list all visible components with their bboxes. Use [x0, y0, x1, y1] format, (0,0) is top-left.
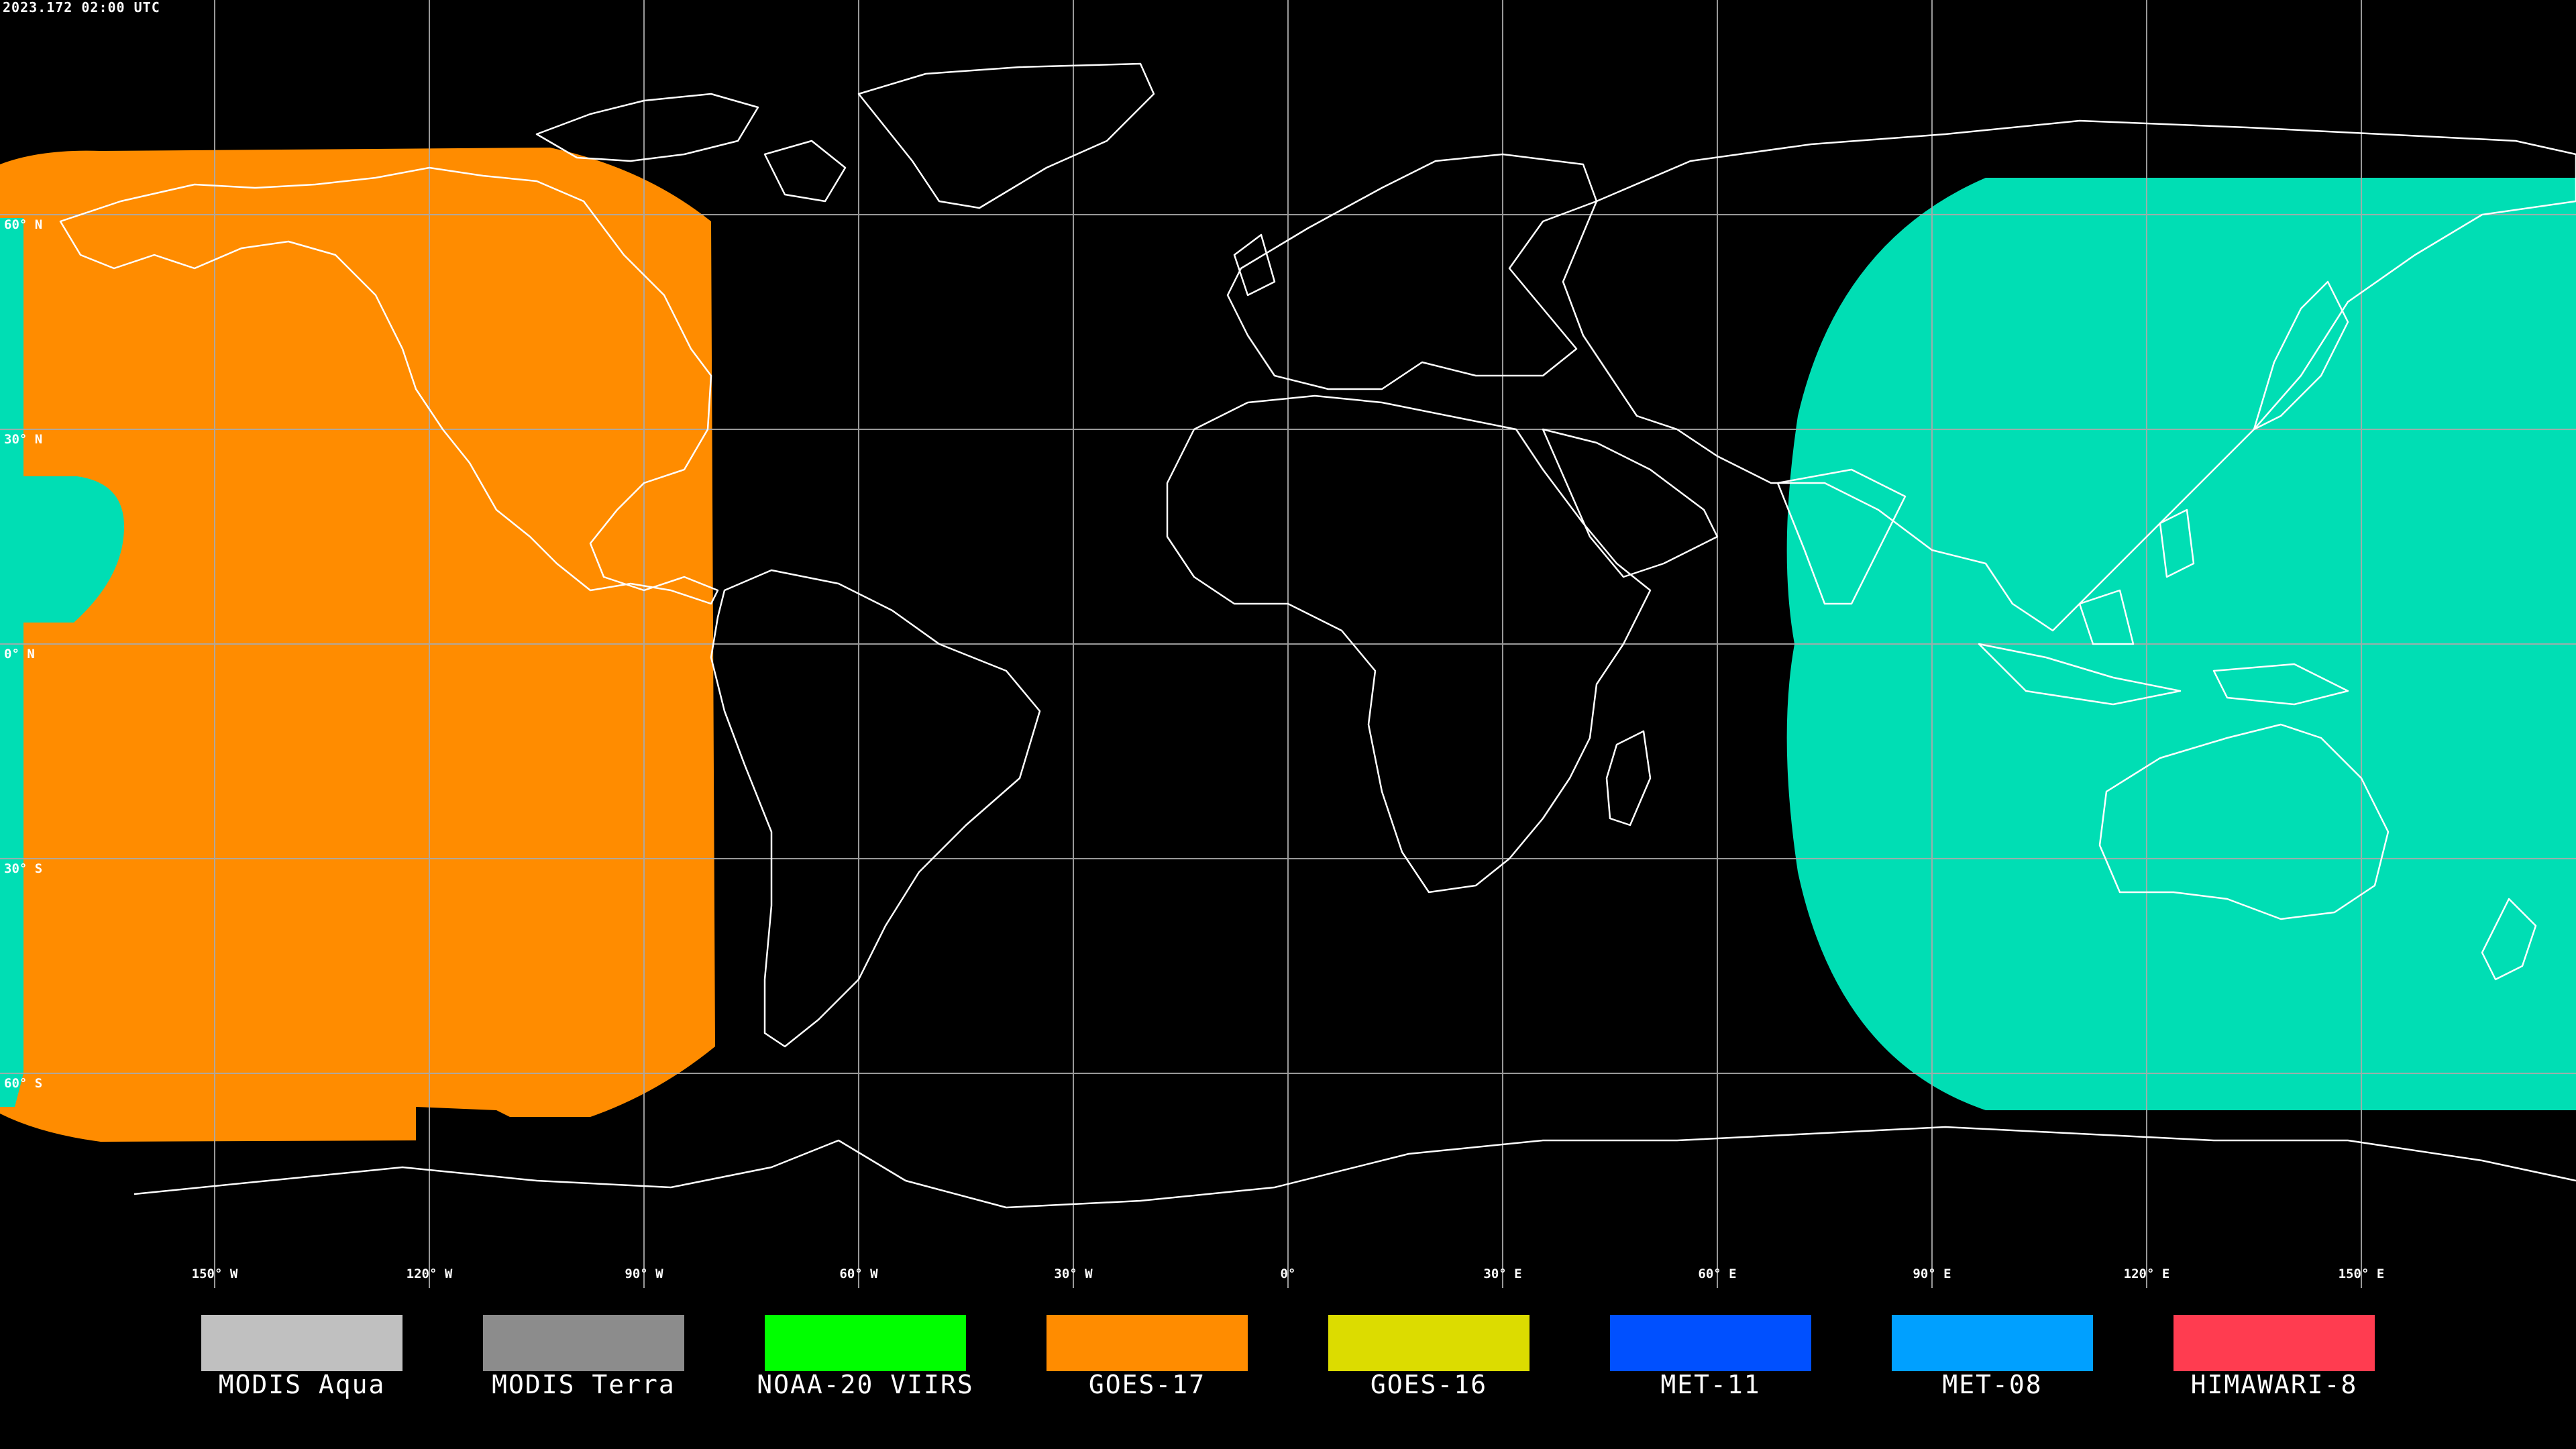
- coastline-australia: [2098, 723, 2390, 920]
- legend-swatch: [2174, 1315, 2375, 1371]
- longitude-label: 150° W: [191, 1267, 238, 1281]
- coastlines: [59, 62, 2576, 1209]
- legend-label: GOES-16: [1370, 1370, 1488, 1399]
- coastline-maritime-asia: [1978, 508, 2349, 706]
- longitude-label: 60° W: [839, 1267, 878, 1281]
- west-edge-coverage-strip: [0, 218, 23, 1107]
- legend-swatch: [483, 1315, 684, 1371]
- legend-label: MODIS Terra: [492, 1370, 676, 1399]
- coastline-africa: [1166, 394, 1652, 894]
- coastline-new-zealand: [2481, 898, 2537, 981]
- latitude-label: 60° S: [4, 1076, 43, 1091]
- legend-label: MODIS Aqua: [218, 1370, 386, 1399]
- legend-swatch: [1610, 1315, 1811, 1371]
- legend-swatch: [765, 1315, 966, 1371]
- longitude-label: 30° E: [1483, 1267, 1522, 1281]
- longitude-label: 120° W: [406, 1267, 453, 1281]
- legend-swatch: [201, 1315, 402, 1371]
- legend-label: HIMAWARI-8: [2190, 1370, 2358, 1399]
- legend-swatch: [1046, 1315, 1248, 1371]
- longitude-label: 30° W: [1054, 1267, 1093, 1281]
- legend-label: MET-11: [1660, 1370, 1761, 1399]
- coastline-arabia: [1542, 428, 1719, 578]
- coastline-india: [1776, 468, 1907, 605]
- longitude-label: 150° E: [2338, 1267, 2385, 1281]
- timestamp-label: 2023.172 02:00 UTC: [3, 0, 160, 15]
- world-map: [0, 0, 2576, 1288]
- latitude-label: 0° N: [4, 647, 35, 661]
- legend-swatch: [1892, 1315, 2093, 1371]
- coastline-antarctica: [133, 1126, 2576, 1209]
- legend-label: GOES-17: [1088, 1370, 1206, 1399]
- longitude-label: 60° E: [1698, 1267, 1737, 1281]
- coastline-greenland: [857, 62, 1155, 209]
- coastline-arctic-islands: [535, 93, 847, 203]
- latitude-label: 30° N: [4, 432, 43, 447]
- coastline-europe: [1226, 153, 1598, 390]
- longitude-label: 120° E: [2123, 1267, 2170, 1281]
- latitude-label: 60° N: [4, 217, 43, 232]
- longitude-label: 90° W: [625, 1267, 663, 1281]
- graticule: [0, 0, 2576, 1288]
- legend-swatch: [1328, 1315, 1529, 1371]
- longitude-label: 90° E: [1913, 1267, 1951, 1281]
- coastline-north-america: [59, 166, 719, 605]
- coastline-south-america: [710, 569, 1041, 1048]
- west-edge-coverage-bulge: [23, 476, 124, 623]
- legend-bar: [0, 1288, 2576, 1449]
- coastline-japan: [2253, 280, 2349, 431]
- coastline-madagascar: [1605, 730, 1652, 826]
- coastline-asia: [1562, 119, 2576, 632]
- legend-label: MET-08: [1942, 1370, 2043, 1399]
- longitude-label: 0°: [1280, 1267, 1296, 1281]
- legend-label: NOAA-20 VIIRS: [757, 1370, 974, 1399]
- latitude-label: 30° S: [4, 861, 43, 876]
